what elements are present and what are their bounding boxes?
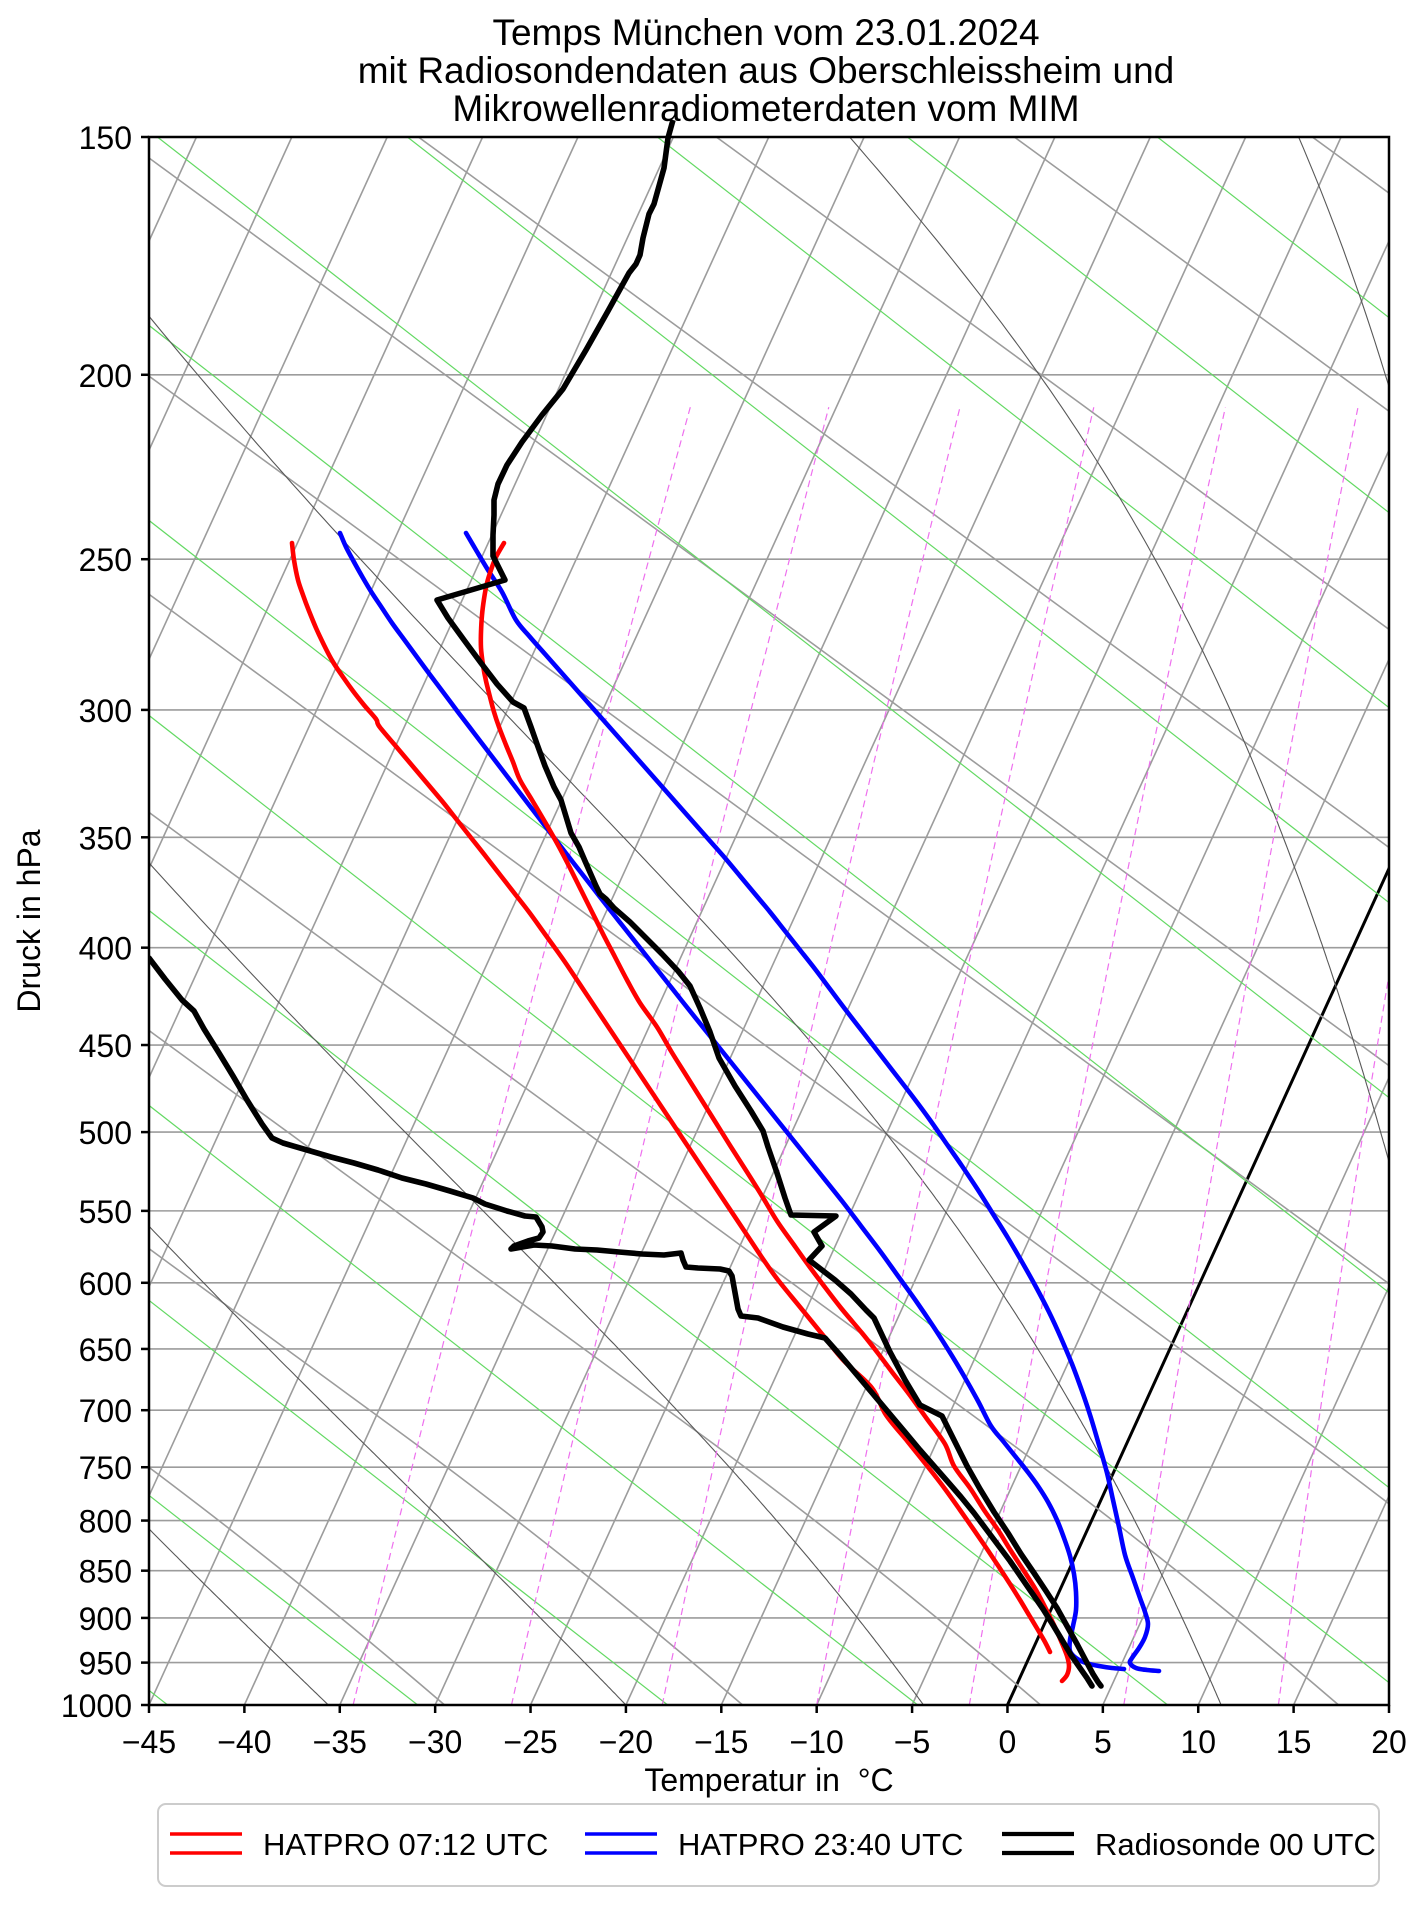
svg-text:800: 800: [79, 1504, 132, 1540]
svg-text:5: 5: [1094, 1724, 1112, 1760]
svg-text:Radiosonde 00 UTC: Radiosonde 00 UTC: [1095, 1827, 1376, 1862]
svg-text:250: 250: [79, 542, 132, 578]
svg-text:−30: −30: [408, 1724, 462, 1760]
svg-text:10: 10: [1180, 1724, 1216, 1760]
svg-text:750: 750: [79, 1450, 132, 1486]
svg-text:Temps München vom 23.01.2024: Temps München vom 23.01.2024: [492, 12, 1039, 53]
svg-text:600: 600: [79, 1266, 132, 1302]
svg-text:700: 700: [79, 1393, 132, 1429]
svg-text:HATPRO 23:40 UTC: HATPRO 23:40 UTC: [678, 1827, 963, 1862]
svg-text:−35: −35: [313, 1724, 367, 1760]
svg-text:−40: −40: [217, 1724, 271, 1760]
svg-text:950: 950: [79, 1646, 132, 1682]
svg-text:1000: 1000: [61, 1688, 132, 1724]
svg-text:−25: −25: [503, 1724, 557, 1760]
svg-text:0: 0: [999, 1724, 1017, 1760]
svg-text:650: 650: [79, 1332, 132, 1368]
svg-text:−45: −45: [122, 1724, 176, 1760]
svg-text:Temperatur in °C: Temperatur in °C: [644, 1762, 893, 1798]
svg-text:200: 200: [79, 358, 132, 394]
svg-text:Mikrowellenradiometerdaten vom: Mikrowellenradiometerdaten vom MIM: [452, 88, 1079, 129]
svg-text:400: 400: [79, 931, 132, 967]
svg-text:Druck in hPa: Druck in hPa: [11, 829, 47, 1012]
svg-text:−5: −5: [894, 1724, 930, 1760]
svg-text:300: 300: [79, 693, 132, 729]
svg-text:350: 350: [79, 820, 132, 856]
svg-text:850: 850: [79, 1554, 132, 1590]
svg-text:550: 550: [79, 1194, 132, 1230]
svg-text:900: 900: [79, 1601, 132, 1637]
svg-text:mit Radiosondendaten aus Obers: mit Radiosondendaten aus Oberschleisshei…: [358, 50, 1175, 91]
svg-text:15: 15: [1276, 1724, 1312, 1760]
svg-text:−20: −20: [599, 1724, 653, 1760]
svg-text:150: 150: [79, 120, 132, 156]
svg-text:20: 20: [1371, 1724, 1407, 1760]
svg-text:450: 450: [79, 1028, 132, 1064]
svg-text:HATPRO 07:12 UTC: HATPRO 07:12 UTC: [263, 1827, 548, 1862]
svg-text:−10: −10: [790, 1724, 844, 1760]
svg-text:500: 500: [79, 1115, 132, 1151]
svg-text:−15: −15: [694, 1724, 748, 1760]
